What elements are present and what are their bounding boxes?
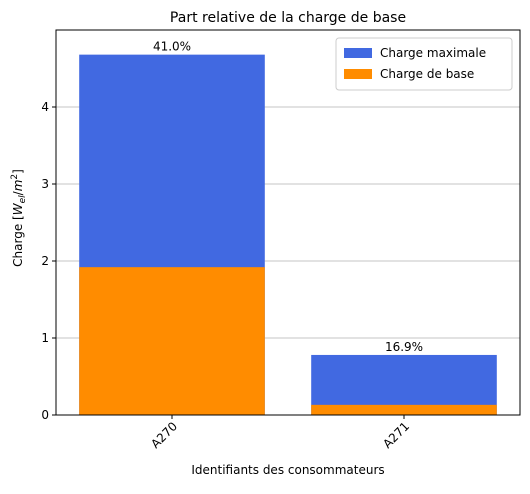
chart-title: Part relative de la charge de base [170,10,406,26]
legend-swatch [344,69,372,79]
bar [311,404,497,415]
y-tick-label: 4 [41,100,49,114]
y-tick-label: 2 [41,254,49,268]
bar [79,267,265,415]
legend-label: Charge de base [380,67,474,81]
bar-annotation: 16.9% [385,340,423,354]
x-axis-label: Identifiants des consommateurs [191,463,384,477]
legend: Charge maximale Charge de base [335,37,513,91]
legend-label: Charge maximale [380,46,486,60]
legend-box [335,37,513,91]
y-axis-label: Charge [Wel/m2] [10,169,28,267]
y-tick-label: 1 [41,331,49,345]
x-tick-label: A271 [380,419,412,451]
plot-frame [55,29,521,416]
y-tick-label: 0 [41,408,49,422]
x-tick-label: A270 [148,419,180,451]
legend-swatch [344,48,372,58]
y-tick-label: 3 [41,177,49,191]
bar-annotation: 41.0% [153,40,191,54]
